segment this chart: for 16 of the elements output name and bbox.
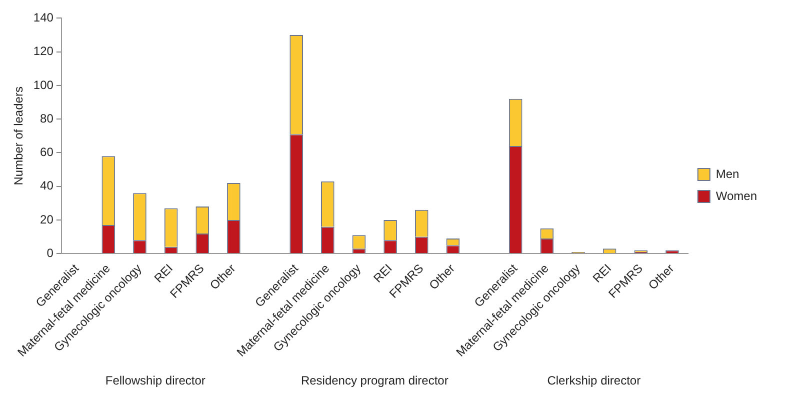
text: Residency program director [300,373,448,388]
y-tick-label: 120 [33,44,54,58]
x-tick-label: REI [590,261,614,286]
x-tick-label: REI [151,261,176,286]
legend-label: Men [716,166,740,181]
text: Fellowship director [105,373,206,388]
y-tick-label: 100 [33,78,54,92]
y-tick-label: 40 [40,178,54,193]
y-tick-label: 80 [40,111,54,126]
legend-label: Women [716,188,758,203]
y-tick-label: 60 [40,145,54,160]
y-tick-label: 0 [46,246,54,260]
y-tick-label: 140 [33,10,54,25]
y-axis-title: Number of leaders [12,86,26,186]
y-tick-label: 20 [40,212,54,226]
text: Clerkship director [547,373,641,388]
